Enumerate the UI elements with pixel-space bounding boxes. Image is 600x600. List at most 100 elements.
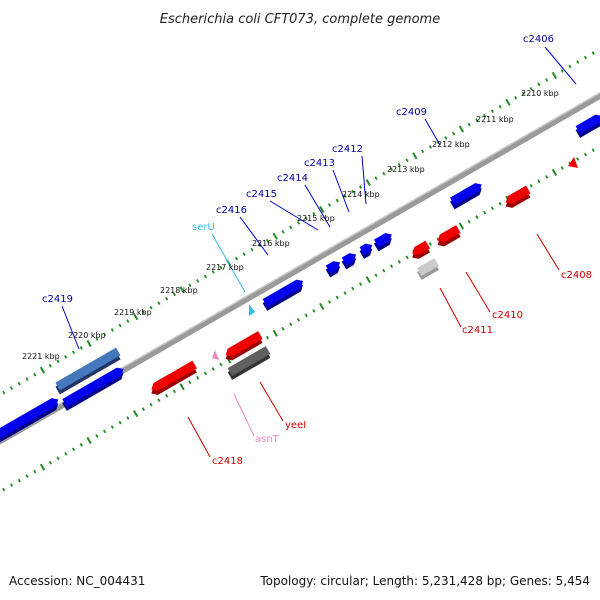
rna-asnT [212,350,219,360]
gene-label-c2406[interactable]: c2406 [523,34,554,45]
gene-label-c2414[interactable]: c2414 [277,173,308,184]
minor-tick [25,474,29,478]
minor-tick [312,309,316,313]
leader-c2415 [269,200,319,231]
minor-tick [498,201,502,206]
gene-c2419-face [62,367,124,407]
minor-tick [203,274,207,279]
minor-tick [33,469,37,474]
gene-label-asnT[interactable]: asnT [255,434,280,445]
minor-tick [33,372,37,377]
gene-label-c2418[interactable]: c2418 [212,456,243,467]
minor-tick [9,386,14,390]
gene-label-c2410[interactable]: c2410 [492,310,523,321]
major-tick [272,329,278,337]
gene-label-yeeI[interactable]: yeeI [285,420,306,431]
leader-c2409 [424,118,441,146]
minor-tick [444,136,448,140]
minor-tick [141,310,145,314]
major-tick [365,179,371,187]
scale-label: 2220 kbp [68,331,106,340]
gene-label-c2411[interactable]: c2411 [462,325,493,336]
minor-tick [343,194,347,198]
minor-tick [483,210,487,215]
gene-c2420-face [0,398,59,439]
minor-tick [498,104,502,109]
gene-label-c2413[interactable]: c2413 [304,158,335,169]
major-tick [132,313,139,321]
minor-tick [281,326,285,331]
leader-c2410 [465,271,491,313]
minor-tick [405,158,409,163]
minor-tick [79,346,83,350]
leader-c2418 [187,416,211,458]
gene-c2418 [151,360,197,395]
accession-text: Accession: NC_004431 [9,574,146,588]
scale-label: 2213 kbp [387,165,425,174]
minor-tick [172,292,176,297]
gene-label-c2408[interactable]: c2408 [561,270,592,281]
minor-tick [126,319,130,323]
leader-c2408 [536,233,560,271]
gene-label-c2412[interactable]: c2412 [332,144,363,155]
gene-label-serU[interactable]: serU [192,222,215,233]
minor-tick [118,420,122,425]
map-title: Escherichia coli CFT073, complete genome [160,12,440,27]
leader-serU [211,233,246,293]
major-tick [179,383,185,391]
minor-tick [389,167,394,172]
minor-tick [335,295,339,300]
minor-tick [343,291,347,295]
gene-c2418-face [151,360,197,391]
minor-tick [17,478,21,483]
gene-c2416-face [262,279,304,307]
minor-tick [382,171,386,176]
major-tick [39,366,46,374]
major-tick [39,463,46,471]
minor-tick [234,256,239,261]
gene-c2409 [450,183,482,210]
leader-c2413 [332,169,350,213]
trna-serU [249,304,255,316]
major-tick [458,222,464,230]
minor-tick [126,416,130,420]
label-leader-lines [61,46,577,458]
leader-c2406 [544,46,577,85]
gene-c2416 [262,279,304,311]
minor-tick [529,87,533,91]
gene-label-c2419[interactable]: c2419 [42,294,73,305]
minor-tick [358,282,363,286]
minor-tick [2,390,6,395]
gene-label-c2416[interactable]: c2416 [216,205,247,216]
major-tick [458,125,464,133]
minor-tick [591,148,595,152]
minor-tick [583,55,588,60]
minor-tick [289,322,293,327]
major-tick [319,302,325,310]
gene-labels: c2406 c2409 c2412 c2413 c2414 c2415 c241… [42,34,592,467]
gene-c2415 [325,261,341,278]
leader-c2414 [304,184,331,228]
gene-c2412 [373,233,392,252]
pseudogene-block [227,346,271,380]
minor-tick [157,301,161,306]
minor-tick [568,64,572,69]
gene-c2412-face [373,233,392,248]
gene-small-red [568,157,578,168]
minor-tick [219,265,223,270]
minor-tick [389,264,394,269]
minor-tick [304,313,308,318]
gene-c2415-face [325,261,341,274]
minor-tick [165,296,169,301]
minor-tick [490,109,494,114]
minor-tick [203,371,207,376]
minor-tick [289,225,293,230]
major-tick [505,98,511,106]
minor-tick [576,60,580,64]
minor-tick [467,122,471,127]
gene-label-c2415[interactable]: c2415 [246,189,277,200]
minor-tick [467,219,471,224]
grey-feature-face [417,258,439,276]
gene-c2419-top [55,347,121,395]
gene-label-c2409[interactable]: c2409 [396,107,427,118]
